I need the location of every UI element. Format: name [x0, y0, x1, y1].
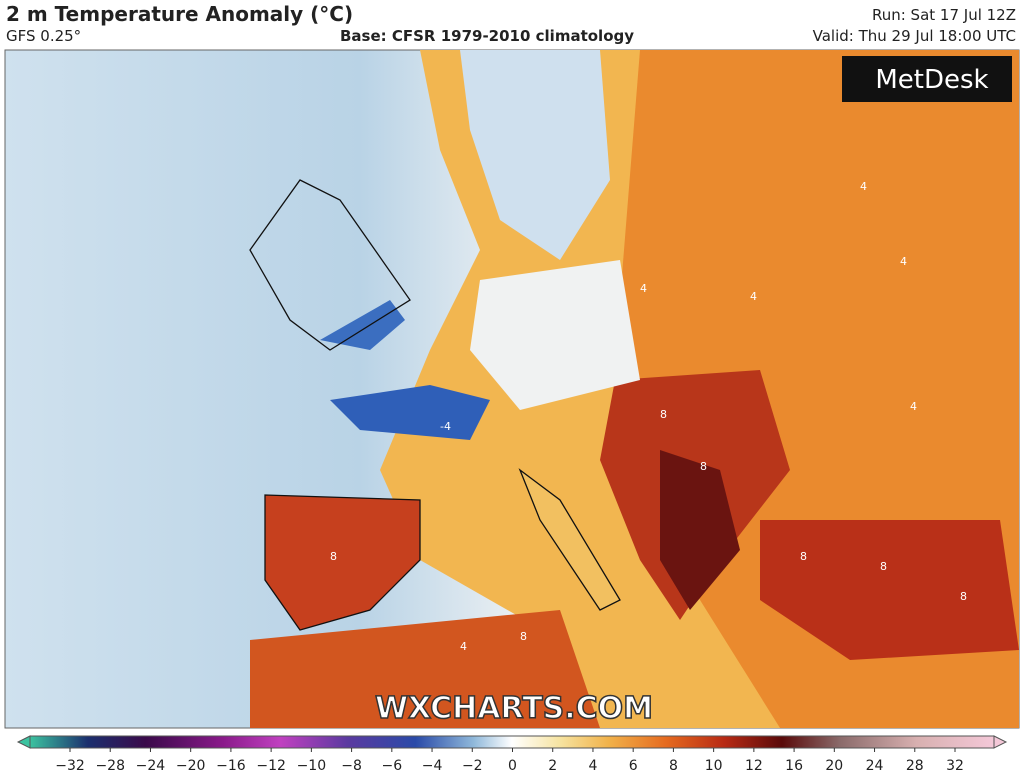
contour-label: 4	[750, 290, 757, 303]
colorbar-tick-label: −20	[176, 758, 206, 774]
colorbar-tick-label: 20	[825, 758, 843, 774]
valid-info: Valid: Thu 29 Jul 18:00 UTC	[812, 27, 1016, 45]
contour-label: -4	[440, 420, 451, 433]
colorbar-tick-label: −2	[462, 758, 483, 774]
land-anatolia	[760, 520, 1019, 660]
colorbar-tick-label: 0	[508, 758, 517, 774]
contour-label: 4	[910, 400, 917, 413]
colorbar-tick-label: 10	[705, 758, 723, 774]
colorbar-tick-label: 4	[588, 758, 597, 774]
contour-label: 4	[900, 255, 907, 268]
title: 2 m Temperature Anomaly (°C)	[6, 2, 354, 26]
colorbar-tick-label: 6	[629, 758, 638, 774]
colorbar-ticks: −32 −28 −24 −20 −16 −12 −10 −8 −6 −4 −2 0 2 4 6 8 10 12 16…	[55, 748, 964, 774]
contour-label: 8	[700, 460, 707, 473]
colorbar-tick-label: 16	[785, 758, 803, 774]
colorbar-min-arrow	[16, 735, 31, 749]
contour-label: 4	[640, 282, 647, 295]
colorbar-tick-label: 12	[745, 758, 763, 774]
coast-uk	[249, 179, 411, 351]
map-area: MetDesk WXCHARTS.COM	[4, 49, 1020, 729]
land-africa	[250, 610, 600, 728]
cold-france	[330, 385, 490, 440]
colorbar-tick-label: 2	[548, 758, 557, 774]
colorbar-tick-label: −6	[381, 758, 402, 774]
watermark: WXCHARTS.COM	[375, 691, 653, 726]
colorbar-tick-label: 8	[669, 758, 678, 774]
logo-box	[842, 56, 1012, 102]
contour-label: 4	[460, 640, 467, 653]
colorbar-tick-label: −12	[256, 758, 286, 774]
contour-label: 4	[860, 180, 867, 193]
land-scandinavia	[460, 50, 610, 260]
colorbar-tick-label: −8	[341, 758, 362, 774]
land-iberia	[265, 495, 420, 630]
subtitle: GFS 0.25°	[6, 27, 82, 45]
coast-italy	[518, 468, 621, 611]
colorbar	[29, 735, 995, 749]
colorbar-tick-label: −24	[136, 758, 166, 774]
hot-core	[660, 450, 740, 610]
base-info: Base: CFSR 1979-2010 climatology	[340, 27, 635, 45]
run-info: Run: Sat 17 Jul 12Z	[871, 6, 1016, 24]
land-central	[470, 260, 640, 410]
colorbar-tick-label: −4	[422, 758, 443, 774]
contour-label: 8	[800, 550, 807, 563]
contour-label: 8	[330, 550, 337, 563]
contour-label: 8	[960, 590, 967, 603]
colorbar-tick-label: −28	[95, 758, 125, 774]
contour-label: 8	[880, 560, 887, 573]
coast-iberia	[264, 494, 421, 631]
contour-labels: 4 4 4 8 8 8 8 8 8 4 -4 4 8 4	[330, 180, 967, 653]
colorbar-tick-label: −16	[216, 758, 246, 774]
colorbar-tick-label: −32	[55, 758, 85, 774]
colorbar-tick-label: −10	[297, 758, 327, 774]
colorbar-tick-label: 28	[906, 758, 924, 774]
colorbar-tick-label: 24	[866, 758, 884, 774]
logo: MetDesk	[875, 65, 988, 95]
contour-label: 8	[520, 630, 527, 643]
cold-uk	[320, 300, 405, 350]
colorbar-tick-label: 32	[946, 758, 964, 774]
contour-label: 8	[660, 408, 667, 421]
colorbar-max-arrow	[993, 735, 1008, 749]
